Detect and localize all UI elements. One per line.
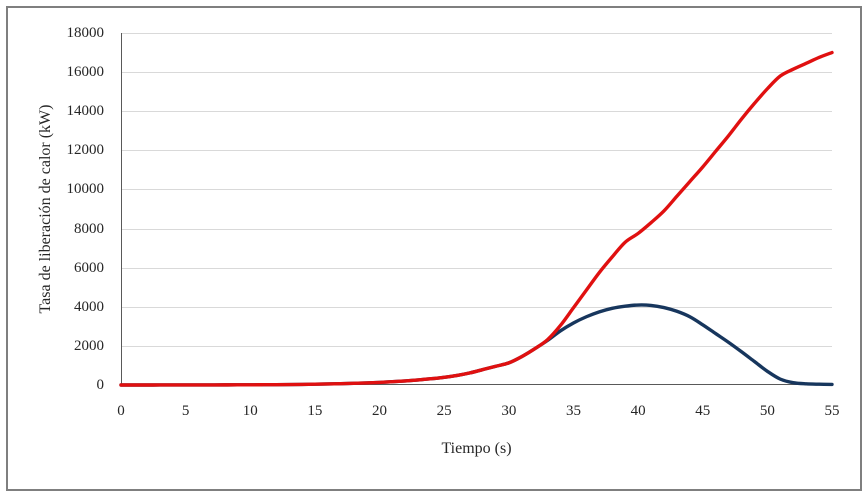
y-tick-label-6000: 6000 bbox=[74, 259, 104, 276]
y-tick-label-8000: 8000 bbox=[74, 220, 104, 237]
x-tick-label-50: 50 bbox=[759, 403, 775, 419]
y-tick-label-18000: 18000 bbox=[66, 25, 105, 41]
x-tick-label-20: 20 bbox=[372, 403, 388, 419]
y-tick-label-4000: 4000 bbox=[74, 298, 104, 315]
y-tick-label-0: 0 bbox=[96, 377, 105, 393]
y-tick-label-16000: 16000 bbox=[66, 64, 105, 81]
y-axis-title: Tasa de liberación de calor (kW) bbox=[37, 104, 54, 314]
plot-area bbox=[119, 33, 834, 387]
y-tick-label-10000: 10000 bbox=[66, 181, 105, 198]
series-line-curva-roja bbox=[119, 50, 834, 387]
y-tick-label-2000: 2000 bbox=[74, 337, 104, 354]
x-tick-label-55: 55 bbox=[824, 403, 840, 419]
x-tick-label-45: 45 bbox=[695, 403, 711, 419]
x-tick-label-15: 15 bbox=[307, 403, 323, 419]
x-tick-label-25: 25 bbox=[436, 403, 452, 419]
x-tick-label-30: 30 bbox=[501, 403, 517, 419]
x-tick-label-0: 0 bbox=[117, 403, 125, 419]
x-tick-label-10: 10 bbox=[242, 403, 258, 419]
chart-outer-border bbox=[6, 6, 862, 491]
x-tick-label-5: 5 bbox=[181, 403, 190, 419]
x-tick-label-40: 40 bbox=[630, 403, 646, 419]
y-tick-label-14000: 14000 bbox=[66, 103, 105, 120]
x-tick-label-35: 35 bbox=[565, 403, 581, 419]
y-tick-label-12000: 12000 bbox=[66, 142, 105, 159]
x-axis-title: Tiempo (s) bbox=[441, 440, 512, 457]
